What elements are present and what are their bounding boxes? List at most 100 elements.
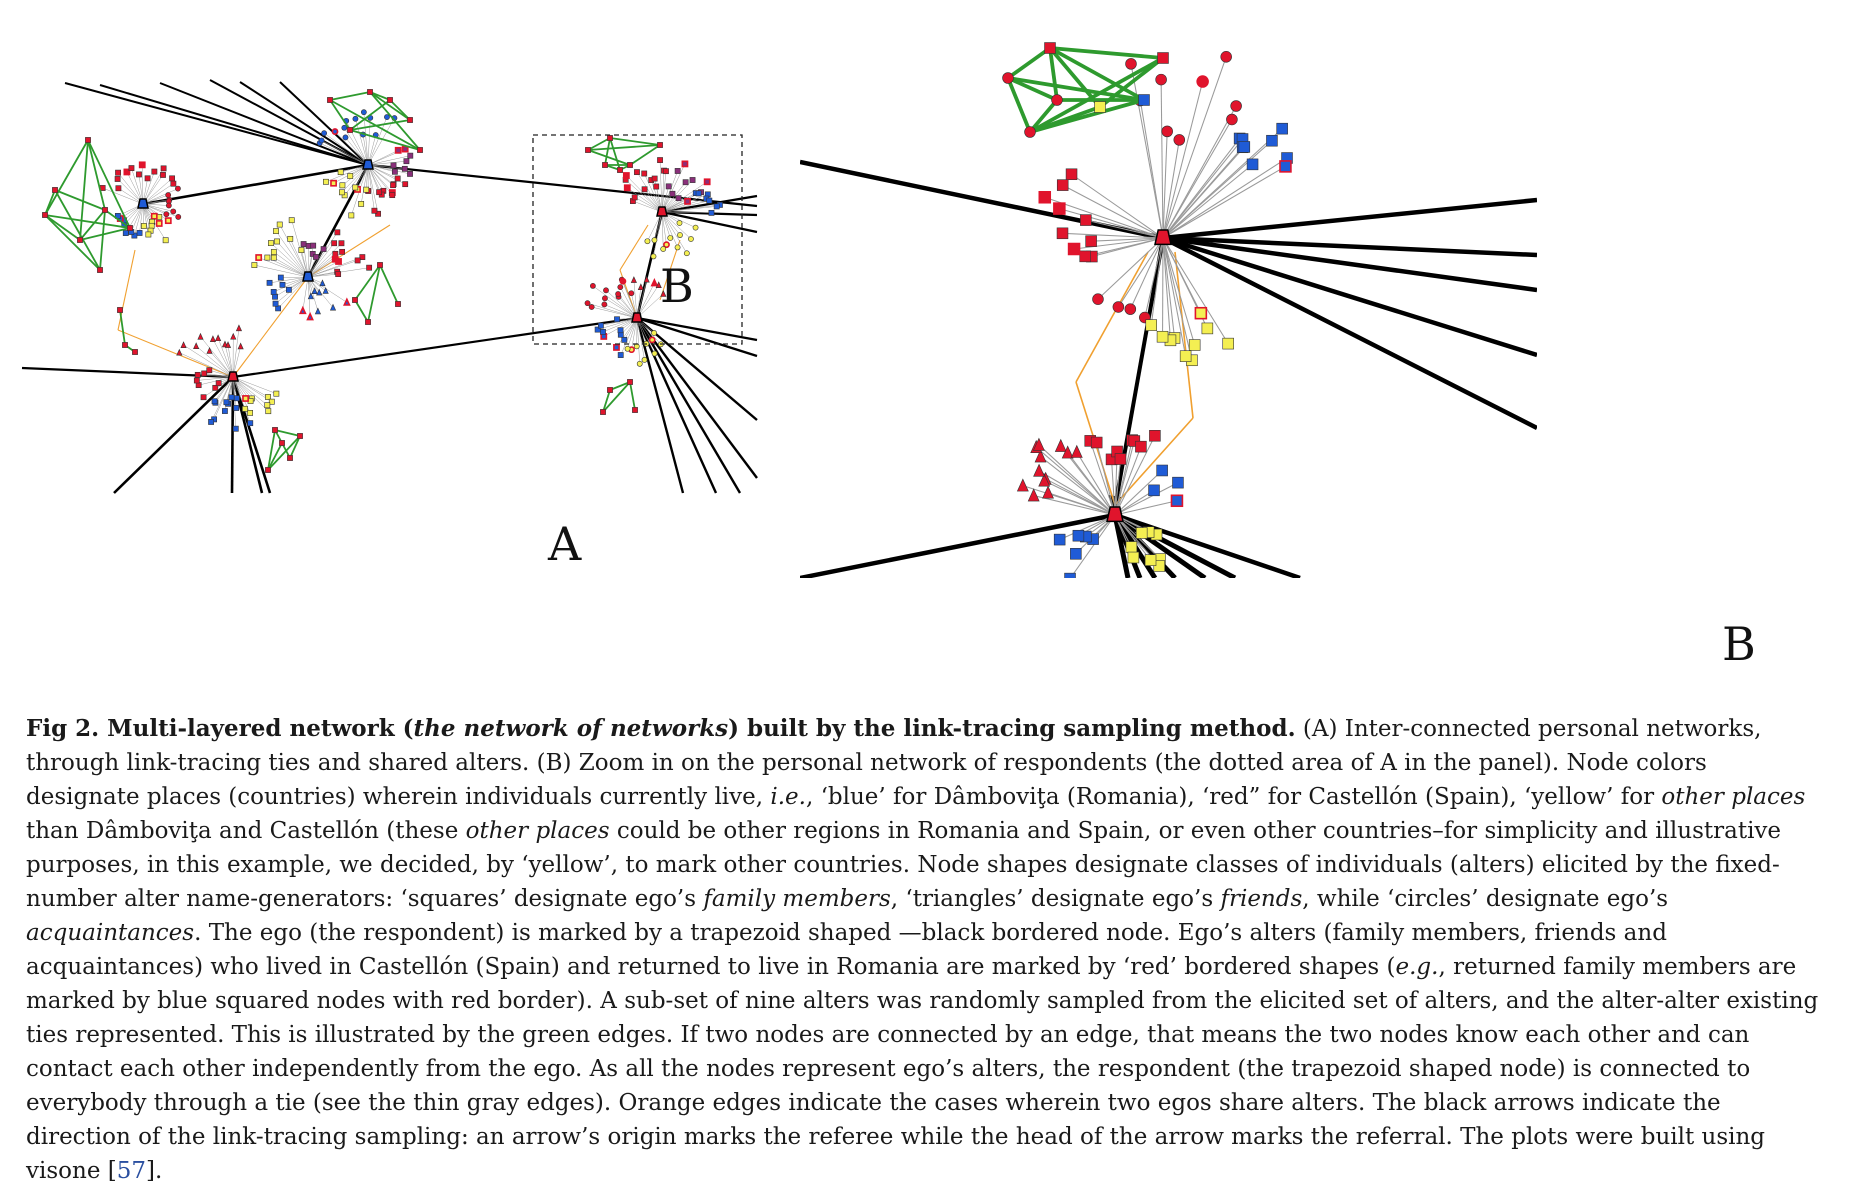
alter-square-node bbox=[663, 169, 668, 174]
alter-square-node bbox=[271, 249, 276, 254]
alter-square-node bbox=[391, 163, 396, 168]
tie-edge bbox=[588, 303, 637, 318]
alter-square-node bbox=[403, 182, 408, 187]
alter-square-node bbox=[1065, 573, 1076, 584]
alter-square-node bbox=[696, 191, 701, 196]
alter-square-node bbox=[387, 97, 392, 102]
alter-square-node bbox=[607, 135, 612, 140]
shared-alter-edge bbox=[620, 225, 648, 270]
black-tie bbox=[1163, 238, 1537, 355]
alter-alter-edge bbox=[100, 210, 105, 270]
alter-triangle-node bbox=[315, 308, 320, 314]
alter-square-node bbox=[1202, 323, 1213, 334]
alter-square-node bbox=[336, 259, 341, 264]
alter-square-node bbox=[273, 301, 278, 306]
alter-square-node bbox=[652, 176, 657, 181]
alter-square-node bbox=[1172, 495, 1183, 506]
alter-square-node bbox=[627, 379, 632, 384]
alter-circle-node bbox=[1226, 114, 1237, 125]
alter-square-node bbox=[233, 426, 238, 431]
caption-italic: e.g. bbox=[1396, 954, 1439, 980]
caption-title-part: Multi-layered network ( bbox=[99, 715, 413, 742]
alter-square-node bbox=[1080, 251, 1091, 262]
alter-triangle-node bbox=[207, 348, 212, 354]
alter-square-node bbox=[602, 162, 607, 167]
alter-square-node bbox=[395, 301, 400, 306]
figure: A B B bbox=[0, 0, 1850, 700]
alter-square-node bbox=[278, 275, 283, 280]
reference-link[interactable]: 57 bbox=[117, 1158, 146, 1184]
alter-square-node bbox=[690, 177, 695, 182]
black-arrow bbox=[637, 212, 662, 318]
alter-square-node bbox=[359, 201, 364, 206]
alter-triangle-node bbox=[231, 334, 236, 340]
alter-square-node bbox=[1054, 534, 1065, 545]
alter-square-node bbox=[132, 349, 137, 354]
alter-triangle-node bbox=[344, 299, 349, 305]
alter-triangle-node bbox=[308, 314, 313, 320]
alter-square-node bbox=[666, 184, 671, 189]
alter-circle-node bbox=[1113, 302, 1124, 313]
alter-square-node bbox=[1180, 351, 1191, 362]
alter-square-node bbox=[152, 214, 157, 219]
alter-square-node bbox=[286, 287, 291, 292]
alter-square-node bbox=[267, 280, 272, 285]
alter-square-node bbox=[195, 372, 200, 377]
alter-square-node bbox=[212, 399, 217, 404]
alter-square-node bbox=[268, 240, 273, 245]
alter-square-node bbox=[407, 117, 412, 122]
alter-square-node bbox=[272, 294, 277, 299]
alter-triangle-node bbox=[323, 288, 328, 294]
alter-square-node bbox=[1145, 555, 1156, 566]
alter-circle-node bbox=[166, 203, 171, 208]
alter-triangle-node bbox=[198, 334, 203, 340]
alter-alter-edge bbox=[588, 150, 630, 165]
panel-a-label: A bbox=[547, 517, 582, 571]
alter-square-node bbox=[407, 171, 412, 176]
alter-square-node bbox=[390, 183, 395, 188]
shared-alter-edge bbox=[1076, 252, 1148, 382]
alter-square-node bbox=[265, 467, 270, 472]
alter-circle-node bbox=[166, 192, 171, 197]
black-tie bbox=[637, 318, 757, 478]
alter-square-node bbox=[299, 247, 304, 252]
alter-circle-node bbox=[651, 330, 656, 335]
alter-alter-edge bbox=[330, 100, 350, 130]
alter-circle-node bbox=[668, 235, 673, 240]
alter-square-node bbox=[632, 407, 637, 412]
alter-square-node bbox=[1172, 477, 1183, 488]
alter-square-node bbox=[632, 195, 637, 200]
alter-square-node bbox=[277, 222, 282, 227]
tie-edge bbox=[368, 161, 406, 165]
tie-edge bbox=[1140, 101, 1163, 238]
alter-square-node bbox=[348, 173, 353, 178]
alter-square-node bbox=[85, 137, 90, 142]
alter-square-node bbox=[372, 208, 377, 213]
alter-square-node bbox=[273, 228, 278, 233]
alter-square-node bbox=[152, 169, 157, 174]
alter-square-node bbox=[1266, 135, 1277, 146]
alter-square-node bbox=[1069, 244, 1080, 255]
alter-square-node bbox=[1146, 320, 1157, 331]
black-tie bbox=[800, 515, 1115, 578]
alter-triangle-node bbox=[181, 342, 186, 348]
alter-square-node bbox=[1223, 338, 1234, 349]
alter-alter-edge bbox=[380, 265, 398, 304]
alter-square-node bbox=[1057, 180, 1068, 191]
alter-square-node bbox=[288, 236, 293, 241]
alter-square-node bbox=[1157, 331, 1168, 342]
alter-circle-node bbox=[1003, 73, 1014, 84]
alter-square-node bbox=[709, 210, 714, 215]
alter-circle-node bbox=[1156, 74, 1167, 85]
alter-circle-node bbox=[171, 209, 176, 214]
alter-triangle-node bbox=[1055, 440, 1066, 452]
alter-square-node bbox=[1070, 548, 1081, 559]
alter-square-node bbox=[140, 162, 145, 167]
alter-square-node bbox=[224, 400, 229, 405]
panel-a-inset-label: B bbox=[660, 259, 694, 313]
alter-square-node bbox=[323, 179, 328, 184]
alter-square-node bbox=[683, 180, 688, 185]
alter-alter-edge bbox=[1008, 48, 1050, 78]
alter-square-node bbox=[598, 323, 603, 328]
alter-square-node bbox=[163, 238, 168, 243]
